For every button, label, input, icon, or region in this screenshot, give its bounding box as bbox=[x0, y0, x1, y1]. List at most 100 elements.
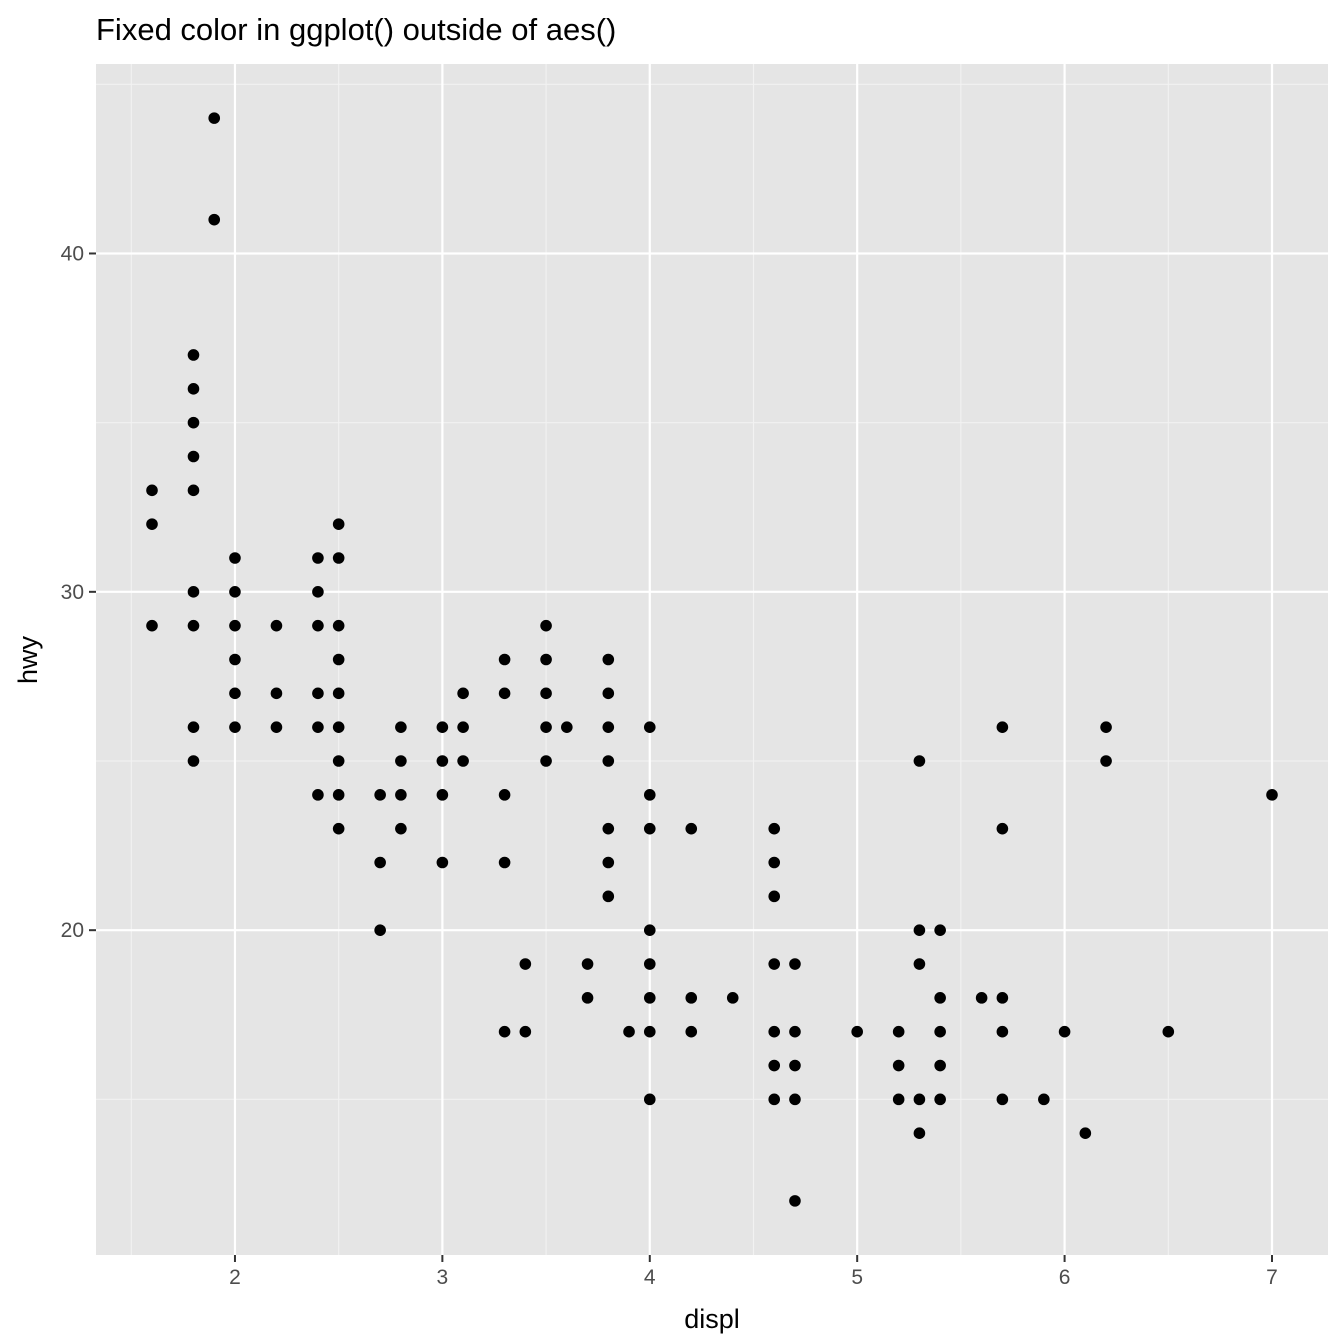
data-point bbox=[229, 687, 241, 700]
data-point bbox=[312, 552, 324, 564]
data-point bbox=[602, 721, 615, 733]
data-point bbox=[146, 619, 158, 632]
data-point bbox=[996, 721, 1009, 733]
data-point bbox=[436, 789, 449, 801]
data-point bbox=[187, 721, 200, 733]
data-points bbox=[146, 112, 1278, 1207]
data-point bbox=[643, 992, 656, 1004]
data-point bbox=[374, 924, 386, 936]
data-point bbox=[685, 1025, 698, 1038]
data-point bbox=[768, 1025, 781, 1038]
plot-panel bbox=[96, 64, 1328, 1255]
data-point bbox=[789, 958, 801, 970]
data-point bbox=[395, 822, 407, 835]
data-point bbox=[540, 653, 552, 666]
data-point bbox=[1100, 721, 1112, 733]
data-point bbox=[312, 789, 324, 801]
data-point bbox=[1058, 1025, 1071, 1038]
data-point bbox=[187, 619, 200, 632]
data-point bbox=[561, 721, 573, 733]
data-point bbox=[436, 755, 449, 767]
data-point bbox=[146, 484, 158, 497]
data-point bbox=[996, 822, 1009, 835]
data-point bbox=[602, 687, 615, 700]
data-point bbox=[332, 518, 345, 530]
data-point bbox=[602, 653, 615, 666]
data-point bbox=[498, 789, 511, 801]
data-point bbox=[498, 653, 511, 666]
data-point bbox=[457, 755, 469, 767]
data-point bbox=[332, 721, 345, 733]
data-point bbox=[540, 687, 552, 700]
data-point bbox=[913, 1127, 926, 1139]
data-point bbox=[581, 992, 594, 1004]
data-point bbox=[270, 721, 283, 733]
data-point bbox=[312, 619, 324, 632]
y-axis-title: hwy bbox=[13, 635, 43, 684]
data-point bbox=[975, 992, 988, 1004]
data-point bbox=[374, 856, 386, 869]
data-point bbox=[643, 1025, 656, 1038]
data-point bbox=[332, 552, 345, 564]
data-point bbox=[768, 1093, 781, 1106]
data-point bbox=[768, 856, 781, 869]
data-point bbox=[643, 958, 656, 970]
data-point bbox=[229, 721, 241, 733]
data-point bbox=[726, 992, 739, 1004]
data-point bbox=[602, 755, 615, 767]
data-point bbox=[312, 721, 324, 733]
data-point bbox=[685, 992, 698, 1004]
data-point bbox=[768, 1059, 781, 1072]
data-point bbox=[789, 1093, 801, 1106]
data-point bbox=[602, 856, 615, 869]
data-point bbox=[540, 721, 552, 733]
data-point bbox=[789, 1059, 801, 1072]
data-point bbox=[643, 789, 656, 801]
data-point bbox=[374, 789, 386, 801]
data-point bbox=[519, 1025, 532, 1038]
data-point bbox=[312, 687, 324, 700]
data-point bbox=[1162, 1025, 1175, 1038]
data-point bbox=[768, 822, 781, 835]
data-point bbox=[643, 721, 656, 733]
data-point bbox=[229, 653, 241, 666]
data-point bbox=[913, 1093, 926, 1106]
data-point bbox=[768, 958, 781, 970]
data-point bbox=[643, 924, 656, 936]
data-point bbox=[332, 822, 345, 835]
data-point bbox=[332, 653, 345, 666]
data-point bbox=[851, 1025, 863, 1038]
y-axis: 20 30 40 bbox=[61, 242, 96, 942]
data-point bbox=[332, 619, 345, 632]
data-point bbox=[208, 112, 221, 124]
data-point bbox=[934, 1059, 946, 1072]
data-point bbox=[913, 924, 926, 936]
x-axis-title: displ bbox=[684, 1304, 740, 1334]
data-point bbox=[270, 687, 283, 700]
data-point bbox=[187, 755, 200, 767]
data-point bbox=[395, 721, 407, 733]
data-point bbox=[602, 890, 615, 903]
x-tick-label: 5 bbox=[851, 1266, 863, 1289]
data-point bbox=[934, 1093, 946, 1106]
data-point bbox=[913, 958, 926, 970]
data-point bbox=[602, 822, 615, 835]
data-point bbox=[892, 1093, 905, 1106]
data-point bbox=[187, 586, 200, 598]
data-point bbox=[996, 1025, 1009, 1038]
data-point bbox=[519, 958, 532, 970]
data-point bbox=[540, 755, 552, 767]
data-point bbox=[623, 1025, 635, 1038]
data-point bbox=[892, 1025, 905, 1038]
data-point bbox=[270, 619, 283, 632]
data-point bbox=[395, 789, 407, 801]
data-point bbox=[685, 822, 698, 835]
data-point bbox=[540, 619, 552, 632]
data-point bbox=[643, 822, 656, 835]
data-point bbox=[436, 721, 449, 733]
data-point bbox=[1266, 789, 1278, 801]
data-point bbox=[312, 586, 324, 598]
data-point bbox=[934, 992, 946, 1004]
data-point bbox=[789, 1025, 801, 1038]
